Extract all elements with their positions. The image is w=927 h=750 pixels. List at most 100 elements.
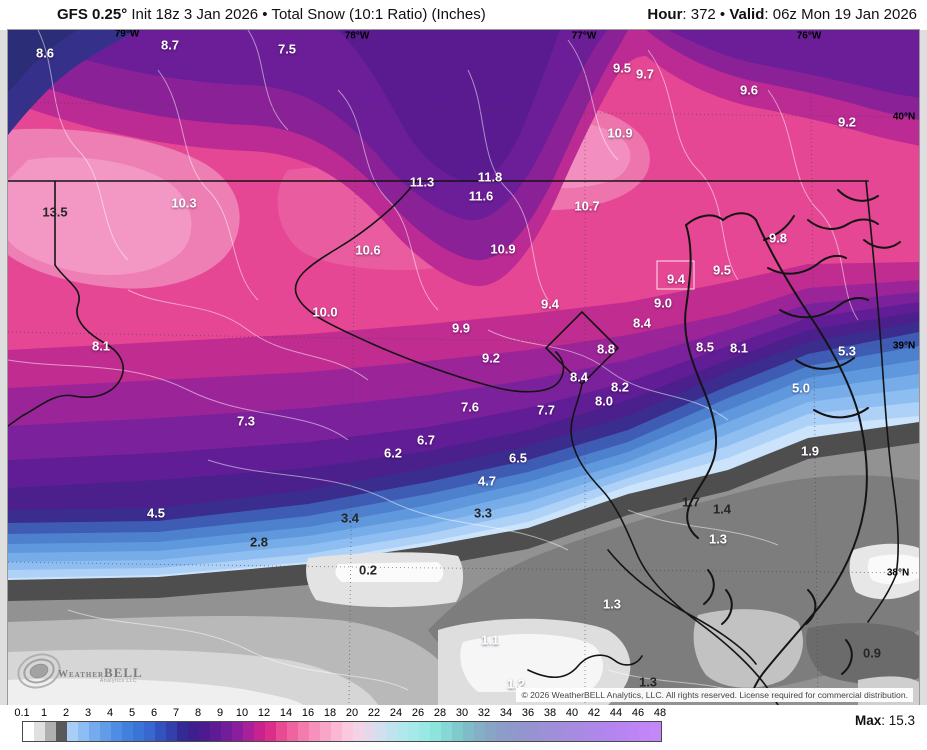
colorbar-cell bbox=[628, 722, 639, 741]
legend-tick-label: 18 bbox=[323, 707, 337, 719]
colorbar-cell bbox=[133, 722, 144, 741]
legend-tick-label: 4 bbox=[106, 707, 114, 719]
valid-value: : 06z Mon 19 Jan 2026 bbox=[764, 6, 917, 23]
logo-text: WeatherBELL bbox=[58, 664, 143, 682]
hour-value: : 372 • bbox=[682, 6, 730, 23]
colorbar-cell bbox=[397, 722, 408, 741]
contour-fill-darkerpurple bbox=[338, 30, 560, 182]
legend-tick-label: 26 bbox=[411, 707, 425, 719]
legend-tick-label: 46 bbox=[631, 707, 645, 719]
colorbar-cell bbox=[496, 722, 507, 741]
colorbar-cell bbox=[221, 722, 232, 741]
model-name: GFS 0.25° bbox=[57, 6, 128, 23]
legend-tick-label: 20 bbox=[345, 707, 359, 719]
colorbar-cell bbox=[56, 722, 67, 741]
legend-tick-label: 32 bbox=[477, 707, 491, 719]
colorbar-cell bbox=[122, 722, 133, 741]
contour-fill-lightpink bbox=[8, 157, 192, 276]
colorbar-cell bbox=[540, 722, 551, 741]
forecast-meta: Hour: 372 • Valid: 06z Mon 19 Jan 2026 bbox=[647, 6, 917, 23]
legend-tick-label: 30 bbox=[455, 707, 469, 719]
legend-tick-label: 2 bbox=[62, 707, 70, 719]
contour-region-white bbox=[8, 678, 303, 705]
colorbar-cell bbox=[463, 722, 474, 741]
logo-subtext: Analytics LLC bbox=[100, 678, 138, 684]
colorbar-cell bbox=[144, 722, 155, 741]
max-value: Max: 15.3 bbox=[855, 713, 915, 728]
graticule-lines bbox=[8, 30, 919, 705]
colorbar-cell bbox=[617, 722, 628, 741]
colorbar-cell bbox=[287, 722, 298, 741]
colorbar-cell bbox=[254, 722, 265, 741]
colorbar-cell bbox=[375, 722, 386, 741]
weatherbell-logo: WeatherBELL Analytics LLC bbox=[16, 646, 156, 704]
legend-tick-label: 44 bbox=[609, 707, 623, 719]
legend-tick-label: 9 bbox=[216, 707, 224, 719]
colorbar-cell bbox=[166, 722, 177, 741]
colorbar-cell bbox=[89, 722, 100, 741]
colorbar-cell bbox=[386, 722, 397, 741]
chesapeake-bay-outline bbox=[684, 189, 901, 701]
contour-patch-light2 bbox=[693, 609, 803, 688]
max-label: Max bbox=[854, 713, 882, 728]
legend-tick-label: 1 bbox=[40, 707, 48, 719]
colorbar-cell bbox=[309, 722, 320, 741]
colorbar-cell bbox=[606, 722, 617, 741]
colorbar-cell bbox=[23, 722, 34, 741]
colorbar-cell bbox=[155, 722, 166, 741]
legend-tick-label: 40 bbox=[565, 707, 579, 719]
colorbar-cell bbox=[441, 722, 452, 741]
colorbar-cell bbox=[111, 722, 122, 741]
contour-region-white2 bbox=[460, 634, 604, 692]
colorbar-cell bbox=[562, 722, 573, 741]
legend-tick-label: 28 bbox=[433, 707, 447, 719]
contour-patch-dark bbox=[806, 623, 919, 685]
colorbar-cell bbox=[551, 722, 562, 741]
valid-label: Valid bbox=[729, 6, 765, 23]
colorbar-cell bbox=[243, 722, 254, 741]
legend-tick-label: 16 bbox=[301, 707, 315, 719]
colorbar-cell bbox=[474, 722, 485, 741]
colorbar-cell bbox=[232, 722, 243, 741]
colorbar-cell bbox=[298, 722, 309, 741]
legend-tick-label: 5 bbox=[128, 707, 136, 719]
colorbar-cell bbox=[430, 722, 441, 741]
colorbar-cell bbox=[320, 722, 331, 741]
legend-tick-label: 34 bbox=[499, 707, 513, 719]
legend-tick-label: 3 bbox=[84, 707, 92, 719]
colorbar-cell bbox=[639, 722, 650, 741]
colorbar-cell bbox=[518, 722, 529, 741]
colorbar-cell bbox=[188, 722, 199, 741]
legend-tick-label: 8 bbox=[194, 707, 202, 719]
colorbar-cell bbox=[265, 722, 276, 741]
legend-tick-label: 10 bbox=[235, 707, 249, 719]
colorbar-cell bbox=[452, 722, 463, 741]
weatherbell-swirl-icon bbox=[17, 653, 61, 689]
title-text: Init 18z 3 Jan 2026 • Total Snow (10:1 R… bbox=[127, 6, 486, 23]
county-lines bbox=[8, 30, 859, 696]
map-canvas: 8.6 8.7 7.5 9.5 9.7 9.6 9.2 10.9 11.3 11.8 11.6 10.… bbox=[7, 29, 920, 706]
colorbar-cell bbox=[650, 722, 661, 741]
legend-tick-label: 12 bbox=[257, 707, 271, 719]
colorbar-cell bbox=[78, 722, 89, 741]
colorbar-cell bbox=[408, 722, 419, 741]
contour-patch-white bbox=[867, 554, 919, 585]
header-bar: GFS 0.25° Init 18z 3 Jan 2026 • Total Sn… bbox=[0, 0, 927, 30]
contour-pocket-white bbox=[335, 562, 444, 582]
colorbar-cell bbox=[507, 722, 518, 741]
colorbar-cell bbox=[485, 722, 496, 741]
colorbar-cell bbox=[364, 722, 375, 741]
colorbar-cell bbox=[210, 722, 221, 741]
colorbar-cell bbox=[45, 722, 56, 741]
colorbar-cell bbox=[584, 722, 595, 741]
state-boundaries bbox=[8, 180, 899, 705]
legend-tick-label: 36 bbox=[521, 707, 535, 719]
colorbar-cell bbox=[100, 722, 111, 741]
contour-fill-navy-corner2 bbox=[8, 30, 78, 92]
legend-tick-label: 0.1 bbox=[14, 707, 30, 719]
logo-weather-text: Weather bbox=[58, 669, 105, 680]
colorbar-cell bbox=[199, 722, 210, 741]
colorbar-cell bbox=[276, 722, 287, 741]
legend-colorbar bbox=[22, 721, 662, 742]
logo-bell-text: BELL bbox=[104, 665, 143, 680]
